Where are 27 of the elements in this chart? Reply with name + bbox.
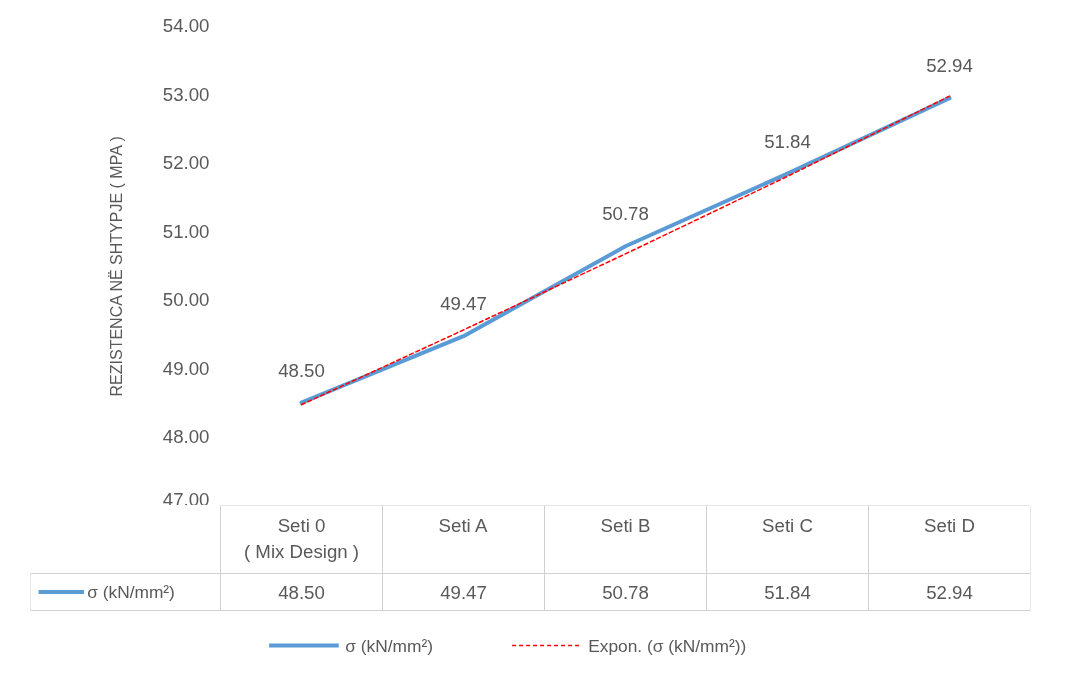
text: 48.50	[278, 359, 325, 381]
y-axis-title: REZISTENCA NË SHTYPJE ( MPA )	[107, 136, 125, 397]
text: 49.47	[440, 293, 487, 315]
y-tick-label: 47.00	[162, 488, 210, 510]
x-tick-label: Seti D	[924, 514, 975, 536]
x-tick-label: Seti 0 ( Mix Design )	[243, 514, 360, 562]
data-label: 50.78	[602, 581, 649, 603]
y-tick-label: 49.00	[162, 357, 210, 379]
x-tick-label: Seti C	[762, 514, 813, 536]
x-tick-label: Seti A	[438, 514, 488, 536]
data-label: 52.94	[926, 581, 973, 603]
y-tick-label: 48.00	[162, 426, 210, 448]
legend-label: Expon. (σ (kN/mm²))	[588, 635, 747, 656]
y-tick-label: 53.00	[162, 83, 210, 105]
y-tick-label: 54.00	[162, 15, 210, 36]
legend-label: σ (kN/mm²)	[87, 582, 175, 602]
data-label: 51.84	[764, 581, 811, 603]
y-tick-label: 50.00	[162, 289, 210, 311]
x-tick-label: Seti B	[600, 514, 651, 536]
text: σ (kN/mm²)	[345, 635, 433, 656]
y-tick-label: 52.00	[162, 152, 210, 174]
y-tick-label: 51.00	[162, 220, 210, 242]
text: 50.78	[602, 203, 649, 225]
data-label: 49.47	[440, 581, 487, 603]
text: 52.94	[926, 55, 973, 77]
data-label: 48.50	[278, 581, 325, 603]
text: 51.84	[764, 130, 811, 152]
